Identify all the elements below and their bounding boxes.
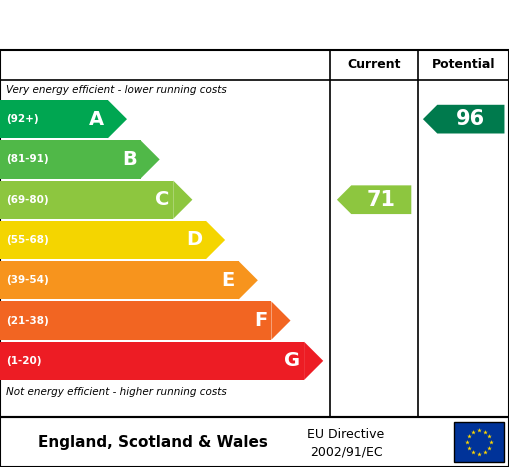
Text: D: D (186, 231, 202, 249)
Polygon shape (173, 181, 192, 219)
Bar (0, 221, 206, 259)
Polygon shape (108, 100, 127, 138)
Bar (0, 140, 140, 178)
Text: (39-54): (39-54) (6, 275, 49, 285)
Text: C: C (155, 190, 169, 209)
Text: Not energy efficient - higher running costs: Not energy efficient - higher running co… (6, 387, 227, 397)
Text: 71: 71 (367, 190, 396, 210)
Text: G: G (284, 351, 300, 370)
Text: England, Scotland & Wales: England, Scotland & Wales (38, 434, 268, 450)
Text: E: E (221, 271, 235, 290)
Text: F: F (254, 311, 267, 330)
Text: (69-80): (69-80) (6, 195, 49, 205)
Polygon shape (206, 221, 225, 259)
Polygon shape (271, 301, 291, 340)
Bar (0, 342, 304, 380)
Bar (0, 301, 271, 340)
Text: Current: Current (347, 58, 401, 71)
Text: Very energy efficient - lower running costs: Very energy efficient - lower running co… (6, 85, 227, 95)
Polygon shape (423, 105, 504, 134)
Polygon shape (239, 261, 258, 299)
Bar (0, 100, 108, 138)
Text: B: B (122, 150, 136, 169)
Text: 96: 96 (456, 109, 486, 129)
Text: (55-68): (55-68) (6, 235, 49, 245)
Text: 2002/91/EC: 2002/91/EC (310, 446, 382, 459)
Text: Energy Efficiency Rating: Energy Efficiency Rating (10, 15, 317, 35)
Text: A: A (89, 110, 104, 128)
Text: (92+): (92+) (6, 114, 39, 124)
Text: (1-20): (1-20) (6, 356, 42, 366)
Text: Potential: Potential (432, 58, 495, 71)
Bar (454, 422, 504, 462)
Polygon shape (304, 342, 323, 380)
Text: (81-91): (81-91) (6, 155, 49, 164)
Bar (0, 261, 239, 299)
Polygon shape (140, 140, 160, 178)
Polygon shape (337, 185, 411, 214)
Text: EU Directive: EU Directive (307, 428, 385, 441)
Text: (21-38): (21-38) (6, 316, 49, 325)
Bar (0, 181, 173, 219)
